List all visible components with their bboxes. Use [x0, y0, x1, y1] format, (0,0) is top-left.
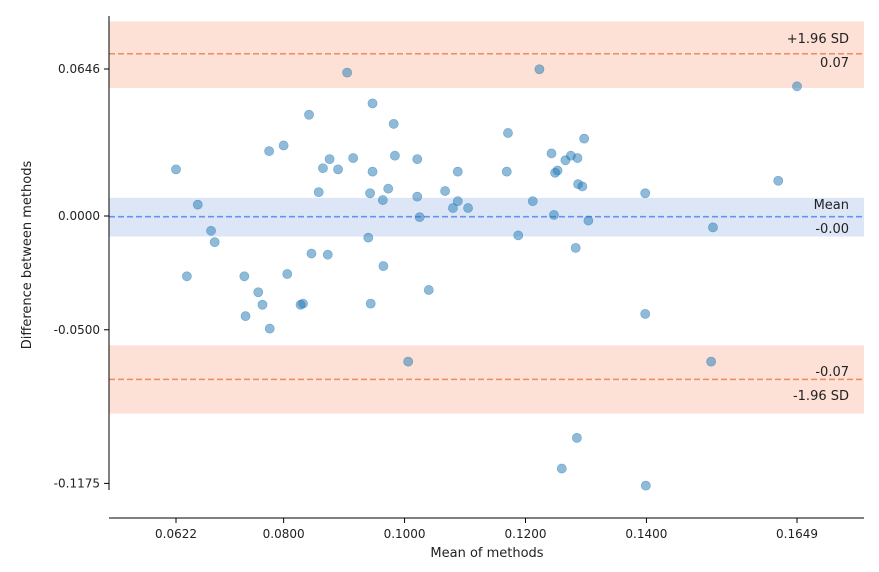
data-point-18 — [318, 163, 328, 174]
data-point-19 — [322, 249, 333, 260]
lower-loa-band — [109, 345, 864, 414]
upper-loa-band — [109, 21, 864, 88]
data-point-24 — [363, 232, 374, 243]
y-tick-label: -0.0500 — [54, 323, 100, 337]
x-tick-label: 0.1200 — [505, 527, 547, 541]
data-point-65 — [640, 480, 651, 491]
data-point-66 — [706, 356, 717, 367]
data-point-40 — [448, 203, 458, 213]
data-point-5 — [239, 271, 250, 282]
upper-loa-value: 0.07 — [820, 56, 849, 71]
data-point-28 — [367, 166, 378, 177]
y-tick-label: 0.0646 — [58, 62, 100, 76]
data-point-41 — [452, 196, 463, 207]
data-point-57 — [571, 432, 582, 443]
data-point-7 — [253, 287, 264, 298]
data-point-4 — [209, 237, 220, 248]
data-point-38 — [423, 285, 434, 295]
mean-band — [109, 197, 864, 237]
data-point-37 — [414, 212, 425, 223]
data-point-34 — [403, 356, 414, 367]
data-point-63 — [640, 188, 651, 199]
data-point-16 — [306, 248, 317, 259]
data-point-15 — [304, 109, 314, 120]
data-point-30 — [378, 261, 389, 271]
data-point-32 — [388, 118, 399, 129]
data-point-22 — [342, 67, 353, 78]
data-point-62 — [583, 215, 594, 226]
data-point-11 — [278, 140, 289, 151]
data-point-12 — [282, 269, 293, 279]
data-point-69 — [792, 81, 802, 92]
data-point-52 — [552, 165, 563, 176]
data-point-10 — [264, 323, 275, 334]
data-point-23 — [348, 153, 359, 163]
data-point-29 — [377, 195, 388, 205]
x-tick-label: 0.1000 — [384, 527, 426, 541]
data-point-20 — [324, 154, 335, 165]
data-point-45 — [503, 128, 513, 138]
data-point-67 — [708, 222, 718, 233]
y-axis-label: Difference between methods — [20, 161, 35, 350]
data-point-9 — [264, 146, 275, 157]
x-tick-label: 0.0800 — [263, 527, 305, 541]
y-tick-label: 0.0000 — [58, 209, 100, 223]
data-point-48 — [534, 64, 545, 75]
data-point-42 — [452, 166, 463, 177]
data-point-31 — [383, 183, 394, 194]
data-point-25 — [365, 188, 376, 199]
point-layer — [171, 64, 802, 491]
data-point-64 — [640, 308, 651, 319]
data-point-47 — [527, 196, 538, 207]
data-point-0 — [171, 164, 181, 175]
data-point-39 — [440, 186, 450, 196]
y-tick-label: -0.1175 — [54, 476, 100, 490]
data-point-14 — [298, 298, 308, 309]
data-point-3 — [206, 225, 216, 236]
data-point-53 — [556, 463, 567, 474]
data-point-50 — [549, 209, 559, 220]
x-tick-layer: 0.0622 0.0800 0.1000 0.1200 0.1400 0.1649 — [155, 518, 818, 541]
upper-loa-label: +1.96 SD — [787, 32, 849, 47]
mean-label: Mean — [814, 198, 849, 213]
lower-loa-label: -1.96 SD — [793, 389, 849, 404]
data-point-61 — [579, 133, 590, 144]
y-tick-layer: -0.1175 -0.0500 0.0000 0.0646 — [54, 62, 109, 490]
data-point-58 — [572, 153, 583, 163]
data-point-46 — [513, 230, 524, 241]
data-point-8 — [257, 299, 268, 310]
data-point-56 — [570, 242, 581, 253]
data-point-6 — [240, 311, 251, 322]
data-point-49 — [546, 148, 557, 159]
data-point-43 — [463, 203, 473, 213]
x-tick-label: 0.0622 — [155, 527, 197, 541]
data-point-17 — [313, 187, 324, 198]
data-point-36 — [412, 154, 423, 165]
data-point-35 — [412, 191, 423, 202]
x-tick-label: 0.1649 — [776, 527, 818, 541]
data-point-60 — [577, 181, 588, 192]
data-point-44 — [501, 166, 512, 177]
x-tick-label: 0.1400 — [625, 527, 667, 541]
data-point-2 — [192, 199, 203, 210]
lower-loa-value: -0.07 — [815, 365, 849, 380]
data-point-27 — [367, 98, 378, 109]
data-point-33 — [389, 150, 400, 161]
band-layer — [109, 21, 864, 414]
data-point-68 — [773, 175, 784, 186]
mean-value: -0.00 — [815, 222, 849, 237]
x-axis-label: Mean of methods — [430, 546, 543, 561]
data-point-21 — [333, 164, 343, 175]
data-point-26 — [365, 298, 376, 309]
data-point-1 — [181, 271, 192, 282]
